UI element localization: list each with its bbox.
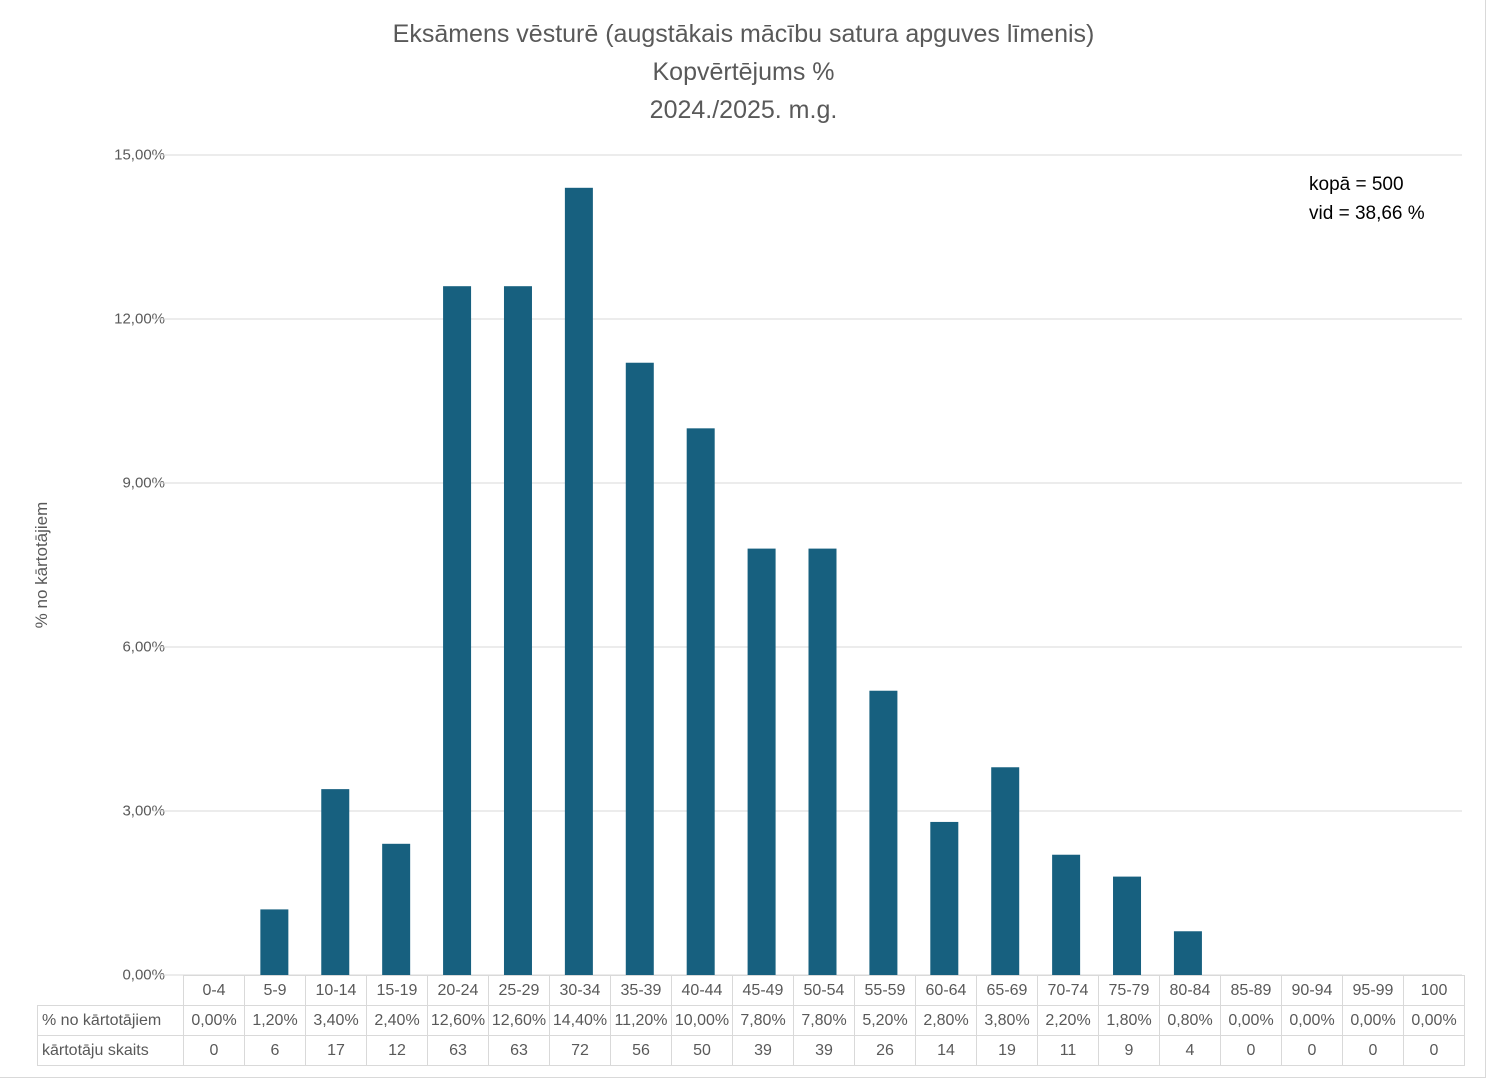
x-tick-label: 80-84 (1159, 975, 1221, 1006)
x-tick-label: 40-44 (671, 975, 733, 1006)
table-cell-count: 39 (732, 1035, 794, 1066)
table-cell-count: 50 (671, 1035, 733, 1066)
x-tick-label: 55-59 (854, 975, 916, 1006)
table-cell-count: 0 (1281, 1035, 1343, 1066)
table-cell-percent: 0,00% (1281, 1005, 1343, 1036)
bar-25-29 (503, 286, 532, 975)
table-cell-percent: 0,00% (1403, 1005, 1465, 1036)
bar-35-39 (625, 362, 654, 975)
chart-subtitle: Kopvērtējums % (652, 58, 835, 86)
x-tick-label: 65-69 (976, 975, 1038, 1006)
table-cell-count: 39 (793, 1035, 855, 1066)
x-tick-label: 35-39 (610, 975, 672, 1006)
table-cell-percent: 10,00% (671, 1005, 733, 1036)
table-cell-percent: 12,60% (427, 1005, 489, 1036)
bar-20-24 (443, 286, 472, 975)
table-cell-percent: 2,80% (915, 1005, 977, 1036)
table-row-header-percent: % no kārtotājiem (37, 1005, 184, 1036)
table-cell-percent: 7,80% (732, 1005, 794, 1036)
table-cell-percent: 7,80% (793, 1005, 855, 1036)
table-cell-percent: 1,20% (244, 1005, 306, 1036)
table-cell-percent: 0,00% (183, 1005, 245, 1036)
table-cell-count: 26 (854, 1035, 916, 1066)
bar-30-34 (564, 187, 593, 976)
table-cell-percent: 3,80% (976, 1005, 1038, 1036)
bar-65-69 (991, 767, 1020, 975)
y-tick-label: 12,00% (114, 310, 165, 328)
table-cell-percent: 12,60% (488, 1005, 550, 1036)
x-tick-label: 45-49 (732, 975, 794, 1006)
x-tick-label: 50-54 (793, 975, 855, 1006)
bar-50-54 (808, 548, 837, 975)
bar-40-44 (686, 428, 715, 975)
y-tick-label: 3,00% (122, 802, 165, 820)
x-tick-label: 30-34 (549, 975, 611, 1006)
bar-60-64 (930, 821, 959, 975)
bar-15-19 (382, 843, 411, 975)
table-cell-percent: 5,20% (854, 1005, 916, 1036)
table-cell-percent: 11,20% (610, 1005, 672, 1036)
table-cell-count: 0 (1220, 1035, 1282, 1066)
y-tick-label: 9,00% (122, 474, 165, 492)
table-cell-percent: 1,80% (1098, 1005, 1160, 1036)
data-table: 0-4 5-9 10-14 15-19 20-24 25-29 30-34 35-39 40-4… (37, 975, 1465, 1066)
x-tick-label: 70-74 (1037, 975, 1099, 1006)
chart-title: Eksāmens vēsturē (augstākais mācību satu… (392, 20, 1095, 48)
bar-5-9 (260, 909, 289, 975)
x-tick-label: 75-79 (1098, 975, 1160, 1006)
x-tick-label: 25-29 (488, 975, 550, 1006)
bar-70-74 (1052, 854, 1081, 975)
bar-55-59 (869, 690, 898, 975)
x-tick-label: 60-64 (915, 975, 977, 1006)
table-cell-percent: 14,40% (549, 1005, 611, 1036)
annotation-total: kopā = 500 (1309, 174, 1404, 195)
table-cell-count: 72 (549, 1035, 611, 1066)
table-cell-count: 0 (1342, 1035, 1404, 1066)
table-cell-percent: 3,40% (305, 1005, 367, 1036)
chart-subtitle-year: 2024./2025. m.g. (649, 96, 838, 124)
x-tick-label: 95-99 (1342, 975, 1404, 1006)
table-cell-count: 0 (1403, 1035, 1465, 1066)
table-cell-percent: 0,00% (1220, 1005, 1282, 1036)
x-tick-label: 0-4 (183, 975, 245, 1006)
table-cell-count: 6 (244, 1035, 306, 1066)
table-cell-count: 11 (1037, 1035, 1099, 1066)
table-cell-count: 63 (488, 1035, 550, 1066)
table-cell-count: 17 (305, 1035, 367, 1066)
x-tick-label: 20-24 (427, 975, 489, 1006)
table-cell-count: 4 (1159, 1035, 1221, 1066)
x-tick-label: 15-19 (366, 975, 428, 1006)
table-cell-percent: 2,40% (366, 1005, 428, 1036)
x-tick-label: 100 (1403, 975, 1465, 1006)
bar-45-49 (747, 548, 776, 975)
table-cell-count: 12 (366, 1035, 428, 1066)
bar-80-84 (1173, 931, 1202, 975)
x-tick-label: 10-14 (305, 975, 367, 1006)
bar-10-14 (321, 789, 350, 975)
bar-75-79 (1113, 876, 1142, 975)
annotation-average: vid = 38,66 % (1309, 203, 1425, 224)
table-cell-count: 63 (427, 1035, 489, 1066)
table-cell-percent: 2,20% (1037, 1005, 1099, 1036)
table-cell-count: 0 (183, 1035, 245, 1066)
table-corner (37, 975, 184, 1006)
table-cell-count: 56 (610, 1035, 672, 1066)
table-row-header-count: kārtotāju skaits (37, 1035, 184, 1066)
x-tick-label: 90-94 (1281, 975, 1343, 1006)
table-cell-count: 14 (915, 1035, 977, 1066)
table-cell-count: 19 (976, 1035, 1038, 1066)
x-tick-label: 5-9 (244, 975, 306, 1006)
table-cell-percent: 0,00% (1342, 1005, 1404, 1036)
y-tick-label: 6,00% (122, 638, 165, 656)
x-tick-label: 85-89 (1220, 975, 1282, 1006)
y-tick-label: 15,00% (114, 146, 165, 164)
table-cell-count: 9 (1098, 1035, 1160, 1066)
table-cell-percent: 0,80% (1159, 1005, 1221, 1036)
